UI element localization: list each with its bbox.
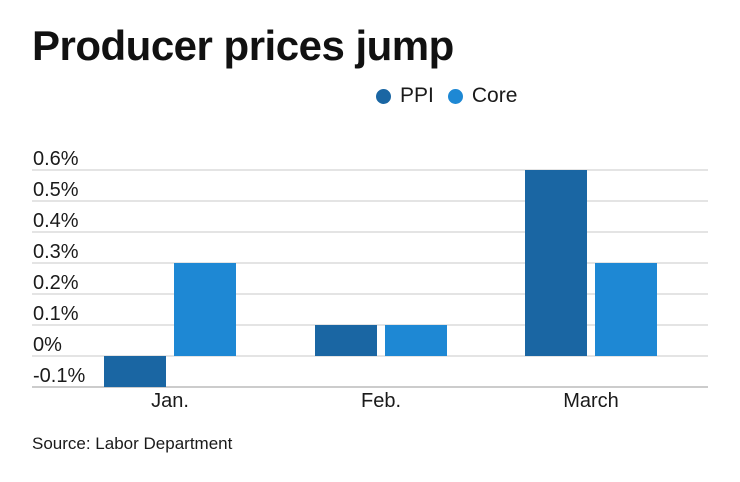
bar-core-0: [174, 263, 236, 356]
legend-item-core: Core: [447, 84, 518, 108]
y-tick-label: 0.6%: [33, 148, 79, 170]
bar-ppi-0: [104, 356, 166, 387]
y-tick-label: 0.1%: [33, 303, 79, 325]
legend: PPI Core: [376, 84, 531, 108]
source-note: Source: Labor Department: [32, 434, 233, 453]
x-tick-label: Feb.: [361, 390, 401, 412]
x-tick-label: March: [563, 390, 619, 412]
bar-core-1: [385, 325, 447, 356]
bar-ppi-2: [525, 170, 587, 356]
y-tick-label: 0.4%: [33, 210, 79, 232]
bar-core-2: [595, 263, 657, 356]
legend-label-ppi: PPI: [400, 84, 434, 107]
y-tick-label: 0.2%: [33, 272, 79, 294]
chart-title: Producer prices jump: [32, 22, 454, 69]
y-tick-label: 0.5%: [33, 179, 79, 201]
legend-swatch-core: [447, 88, 463, 104]
y-tick-label: 0.3%: [33, 241, 79, 263]
y-tick-label: 0%: [33, 334, 62, 356]
x-tick-label: Jan.: [151, 390, 189, 412]
y-tick-label: -0.1%: [33, 365, 85, 387]
legend-swatch-ppi: [376, 88, 391, 104]
legend-item-ppi: PPI: [376, 84, 434, 108]
legend-label-core: Core: [471, 84, 518, 107]
bar-ppi-1: [315, 325, 377, 356]
